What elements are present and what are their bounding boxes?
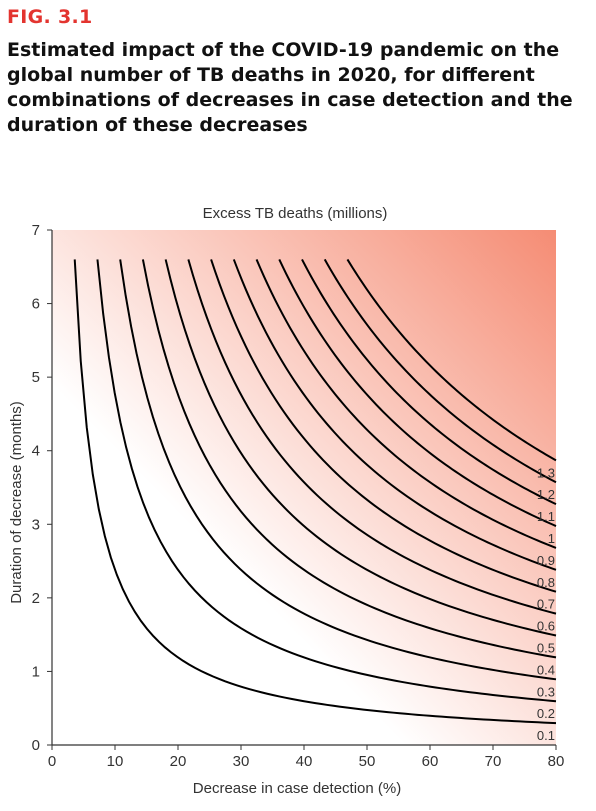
figure-title: Estimated impact of the COVID-19 pandemi… <box>7 39 573 136</box>
x-tick-label: 60 <box>422 753 439 770</box>
contour-line-1-1 <box>301 258 557 506</box>
x-tick-label: 0 <box>48 753 56 770</box>
contour-line-0-7 <box>210 259 557 593</box>
contour-label-1-3: 1.3 <box>537 465 555 480</box>
axes: 0 10 20 30 40 50 60 70 80 0 1 2 3 4 5 6 7 <box>32 222 565 770</box>
contour-label-0-5: 0.5 <box>537 641 555 656</box>
x-tick-label: 80 <box>548 753 565 770</box>
contour-label-0-2: 0.2 <box>537 706 555 721</box>
figure-label: FIG. 3.1 <box>7 6 93 28</box>
contour-label-0-1: 0.1 <box>537 728 555 743</box>
x-tick-label: 40 <box>296 753 313 770</box>
x-tick-label: 20 <box>170 753 187 770</box>
contour-label-0-3: 0.3 <box>537 684 555 699</box>
x-tick-label: 50 <box>359 753 376 770</box>
contour-line-0-4 <box>141 259 557 659</box>
y-tick-label: 1 <box>32 663 40 680</box>
contour-label-1-1: 1.1 <box>537 509 555 524</box>
contour-line-0-2 <box>96 259 557 703</box>
contour-label-1-2: 1.2 <box>537 487 555 502</box>
contour-line-0-9 <box>255 259 557 549</box>
contour-label-0-4: 0.4 <box>537 662 555 677</box>
y-tick-label: 4 <box>32 443 40 460</box>
contour-lines <box>73 258 557 725</box>
contour-labels: 0.1 0.2 0.3 0.4 0.5 0.6 0.7 0.8 0.9 1 1.1 1.2 1.3 <box>537 465 555 743</box>
y-tick-label: 7 <box>32 222 40 239</box>
contour-label-0-9: 0.9 <box>537 553 555 568</box>
contour-label-0-7: 0.7 <box>537 597 555 612</box>
x-axis-label: Decrease in case detection (%) <box>193 780 401 797</box>
contour-line-0-1 <box>73 259 557 725</box>
x-tick-label: 10 <box>107 753 124 770</box>
y-tick-label: 5 <box>32 369 40 386</box>
contour-line-1-2 <box>323 258 557 484</box>
y-tick-label: 0 <box>32 737 40 754</box>
x-tick-label: 70 <box>485 753 502 770</box>
contour-line-1 <box>278 259 557 527</box>
contour-label-0-8: 0.8 <box>537 575 555 590</box>
contour-line-1-3 <box>346 258 557 462</box>
contour-line-0-5 <box>164 259 557 637</box>
chart-title: Excess TB deaths (millions) <box>203 205 388 222</box>
y-tick-label: 3 <box>32 516 40 533</box>
contour-line-0-6 <box>187 259 557 615</box>
y-tick-label: 6 <box>32 296 40 313</box>
y-axis-label: Duration of decrease (months) <box>8 401 25 604</box>
plot-background <box>52 230 556 745</box>
y-tick-label: 2 <box>32 590 40 607</box>
x-tick-label: 30 <box>233 753 250 770</box>
contour-line-0-8 <box>232 259 557 571</box>
contour-label-1: 1 <box>548 531 555 546</box>
contour-label-0-6: 0.6 <box>537 619 555 634</box>
contour-line-0-3 <box>119 259 557 681</box>
